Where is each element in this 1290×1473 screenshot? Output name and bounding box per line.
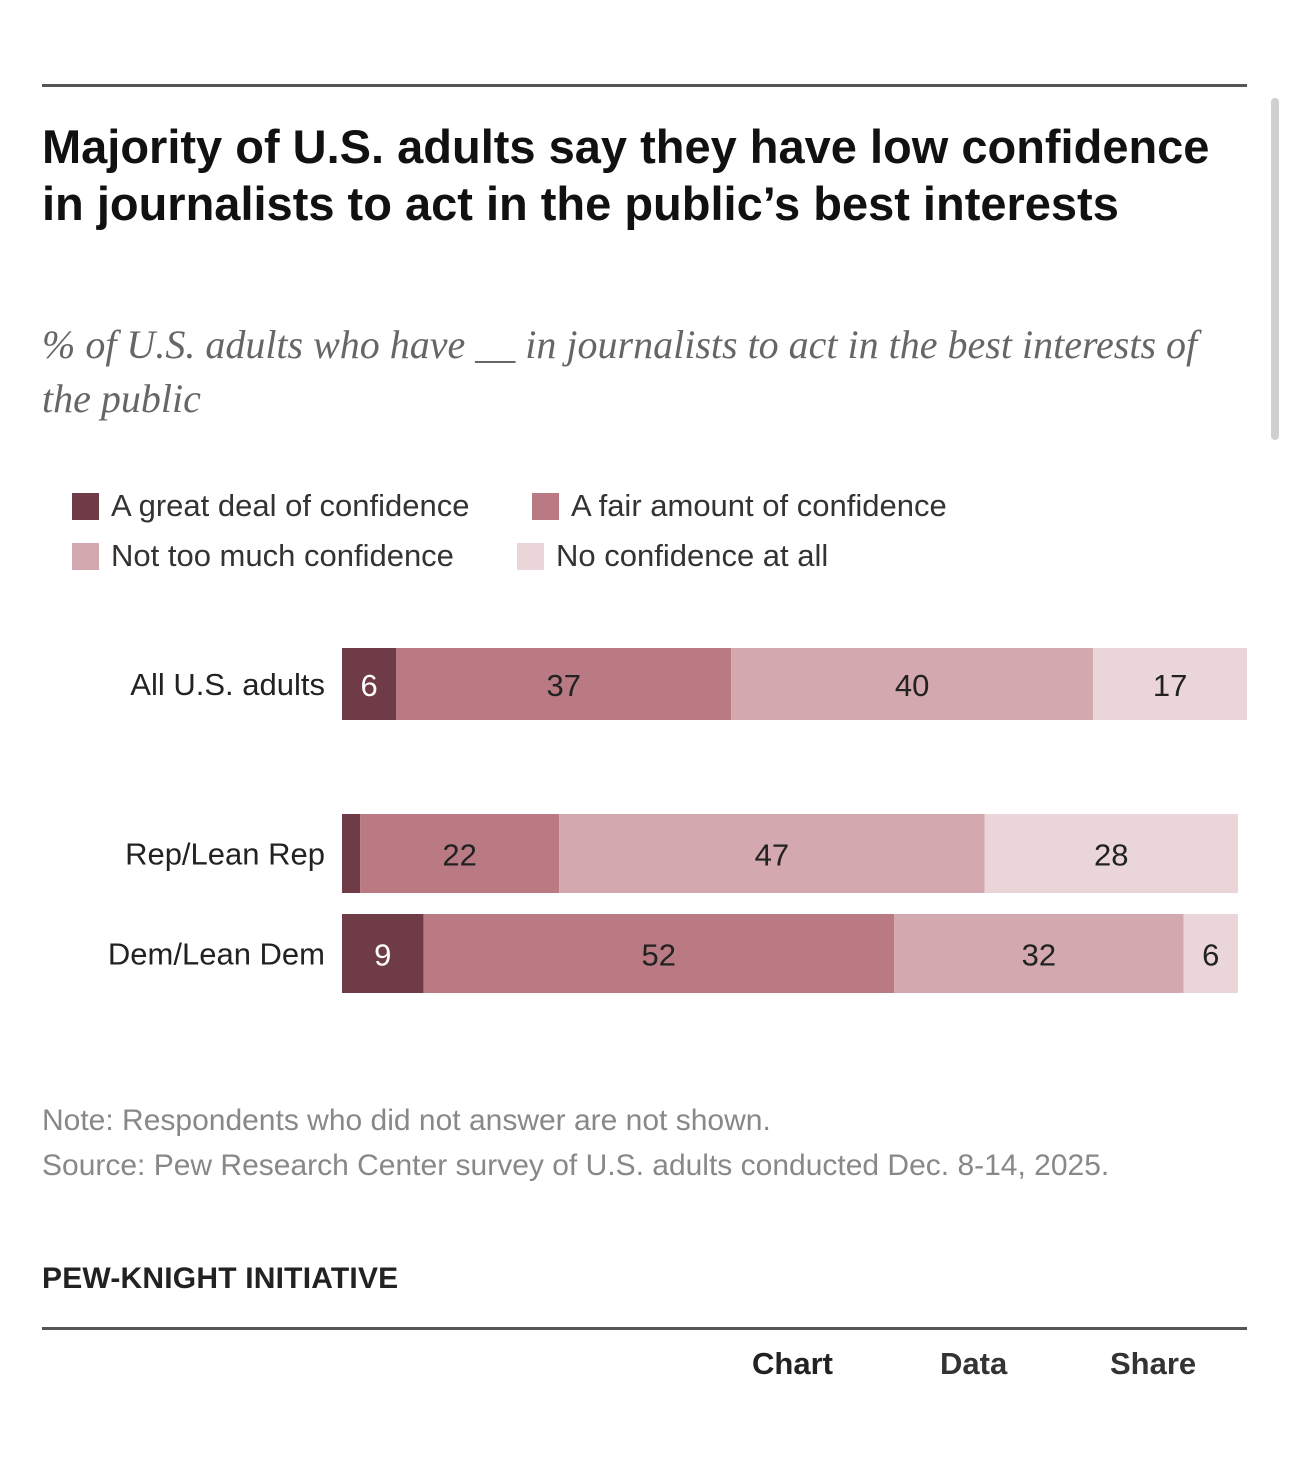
legend-swatch — [72, 542, 99, 570]
data-label: 52 — [642, 938, 676, 973]
top-rule — [42, 84, 1247, 87]
tab-share[interactable]: Share — [1110, 1346, 1197, 1381]
bar-segment — [1183, 914, 1238, 993]
chart-subtitle: % of U.S. adults who have __ in journali… — [42, 322, 1198, 421]
legend-label: Not too much confidence — [111, 538, 454, 573]
bar-segment — [1093, 648, 1247, 720]
legend-label: A fair amount of confidence — [571, 488, 947, 523]
legend-label: No confidence at all — [556, 538, 829, 573]
tab-chart[interactable]: Chart — [752, 1346, 833, 1381]
data-label: 6 — [1202, 938, 1219, 973]
source-text: Source: Pew Research Center survey of U.… — [42, 1149, 1110, 1182]
bar-segment — [984, 814, 1238, 893]
data-label: 6 — [361, 668, 378, 703]
data-label: 37 — [546, 668, 580, 703]
bar-segment — [396, 648, 732, 720]
bar-segment — [731, 648, 1094, 720]
legend-item-great-deal: A great deal of confidence — [72, 488, 469, 524]
category-label: Dem/Lean Dem — [108, 937, 325, 972]
legend-item-no-confidence: No confidence at all — [517, 538, 828, 574]
chart-title: Majority of U.S. adults say they have lo… — [42, 120, 1210, 230]
bar-segment — [360, 814, 560, 893]
tab-data[interactable]: Data — [940, 1346, 1008, 1381]
legend-label: A great deal of confidence — [111, 488, 470, 523]
category-label: Rep/Lean Rep — [125, 837, 325, 872]
brand-label: PEW-KNIGHT INITIATIVE — [42, 1262, 399, 1295]
legend-item-fair-amount: A fair amount of confidence — [532, 488, 947, 524]
data-label: 22 — [442, 838, 476, 873]
legend-swatch — [532, 492, 559, 520]
category-label: All U.S. adults — [130, 667, 325, 702]
data-label: 40 — [895, 668, 929, 703]
legend-swatch — [72, 492, 99, 520]
bar-segment — [342, 914, 424, 993]
legend-swatch — [517, 542, 544, 570]
bar-segment — [342, 814, 361, 893]
scrollbar[interactable] — [1271, 98, 1279, 440]
data-label: 47 — [755, 838, 789, 873]
chart-note: Note: Respondents who did not answer are… — [42, 1098, 1232, 1188]
bar-segment — [423, 914, 895, 993]
bottom-rule — [42, 1327, 1247, 1330]
bar-segment — [559, 814, 985, 893]
bar-segment — [894, 914, 1184, 993]
legend-item-not-too-much: Not too much confidence — [72, 538, 454, 574]
data-label: 17 — [1153, 668, 1187, 703]
bar-segment — [342, 648, 397, 720]
data-label: 9 — [374, 938, 391, 973]
data-label: 32 — [1022, 938, 1056, 973]
stacked-bar-chart: All U.S. adults 6 37 40 17 Rep/Lean Rep 22 47 28… — [108, 648, 1247, 993]
data-label: 28 — [1094, 838, 1128, 873]
note-text: Note: Respondents who did not answer are… — [42, 1104, 771, 1137]
